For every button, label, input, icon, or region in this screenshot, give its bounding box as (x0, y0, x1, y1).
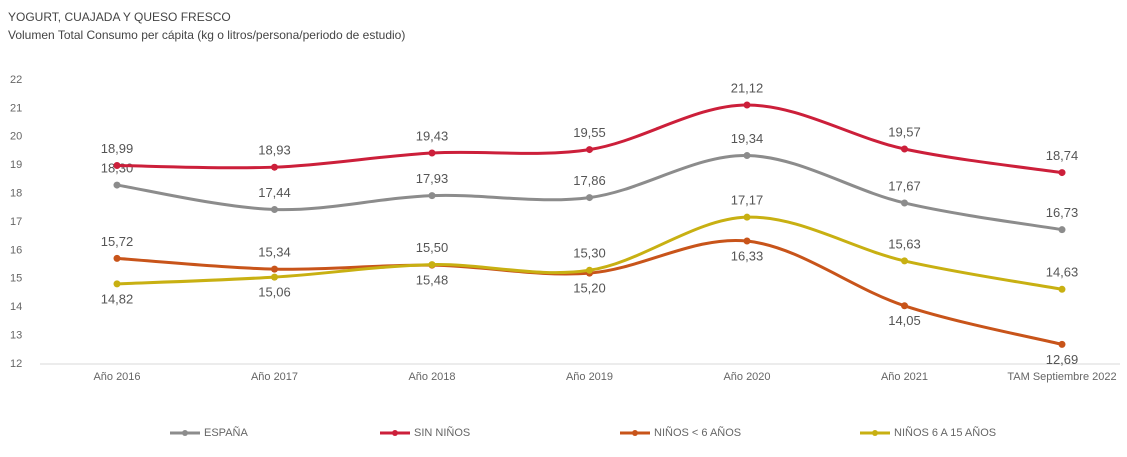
data-label: 18,99 (101, 141, 134, 156)
data-point (1058, 226, 1066, 234)
legend-label: SIN NIÑOS (414, 426, 470, 439)
data-label: 17,44 (258, 185, 291, 200)
data-label: 15,63 (888, 236, 921, 251)
data-point (586, 146, 593, 154)
data-label: 17,17 (731, 193, 764, 208)
data-point (1058, 169, 1066, 177)
x-tick-label: Año 2021 (881, 371, 928, 383)
data-point (1058, 285, 1066, 293)
data-label: 19,43 (416, 128, 449, 143)
y-tick-label: 15 (10, 273, 22, 285)
data-point (586, 266, 593, 274)
legend-marker (182, 430, 188, 436)
y-tick-label: 20 (10, 131, 22, 143)
data-point (743, 213, 751, 221)
chart-title: YOGURT, CUAJADA Y QUESO FRESCO (8, 10, 231, 24)
x-tick-label: Año 2017 (251, 371, 298, 383)
x-tick-label: Año 2020 (723, 371, 770, 383)
data-point (113, 280, 121, 288)
x-tick-label: Año 2018 (408, 371, 455, 383)
data-label: 16,33 (731, 248, 764, 263)
x-tick-label: TAM Septiembre 2022 (1007, 371, 1116, 383)
legend-label: ESPAÑA (204, 426, 248, 439)
data-point (271, 206, 278, 214)
data-label: 17,86 (573, 173, 606, 188)
data-point (901, 302, 908, 310)
data-point (1058, 340, 1066, 348)
y-tick-label: 14 (10, 301, 22, 313)
data-point (428, 261, 436, 269)
data-point (901, 199, 908, 207)
data-point (271, 163, 278, 171)
legend-marker (392, 430, 398, 436)
data-point (113, 181, 121, 189)
y-tick-label: 21 (10, 102, 22, 114)
data-label: 19,57 (888, 124, 921, 139)
data-label: 16,73 (1046, 205, 1079, 220)
data-point (428, 149, 436, 157)
data-label: 17,93 (416, 171, 449, 186)
data-label: 15,30 (573, 246, 606, 261)
data-point (113, 161, 121, 169)
data-point (113, 254, 121, 262)
legend-label: NIÑOS 6 A 15 AÑOS (894, 426, 996, 439)
data-label: 19,34 (731, 131, 764, 146)
data-label: 15,06 (258, 285, 291, 300)
data-point (586, 194, 593, 202)
data-label: 15,50 (416, 240, 449, 255)
data-label: 19,55 (573, 125, 606, 140)
y-tick-label: 13 (10, 330, 22, 342)
data-point (743, 101, 751, 109)
data-label: 15,34 (258, 245, 291, 260)
data-point (271, 273, 278, 281)
data-label: 21,12 (731, 80, 764, 95)
y-tick-label: 22 (10, 74, 22, 86)
data-label: 15,72 (101, 234, 134, 249)
data-label: 14,82 (101, 291, 134, 306)
chart-subtitle: Volumen Total Consumo per cápita (kg o l… (8, 28, 405, 42)
legend-marker (872, 430, 878, 436)
data-point (901, 145, 908, 153)
y-tick-label: 16 (10, 244, 22, 256)
data-point (901, 257, 908, 265)
y-tick-label: 18 (10, 188, 22, 200)
legend-marker (632, 430, 638, 436)
data-point (743, 237, 751, 245)
x-tick-label: Año 2019 (566, 371, 613, 383)
data-label: 12,69 (1046, 352, 1079, 367)
data-label: 14,63 (1046, 265, 1079, 280)
data-point (428, 192, 436, 200)
data-label: 18,93 (258, 143, 291, 158)
data-label: 15,48 (416, 273, 449, 288)
data-label: 14,05 (888, 313, 921, 328)
y-tick-label: 19 (10, 159, 22, 171)
data-point (271, 265, 278, 273)
y-tick-label: 12 (10, 358, 22, 370)
data-label: 15,20 (573, 281, 606, 296)
data-point (743, 152, 751, 160)
data-label: 18,74 (1046, 148, 1079, 163)
y-tick-label: 17 (10, 216, 22, 228)
data-label: 17,67 (888, 178, 921, 193)
x-tick-label: Año 2016 (93, 371, 140, 383)
legend-label: NIÑOS < 6 AÑOS (654, 426, 741, 439)
